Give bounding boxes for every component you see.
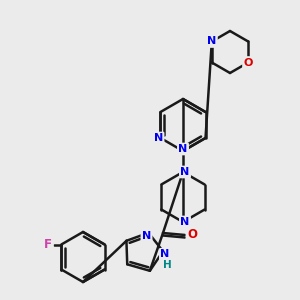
Text: N: N xyxy=(178,144,188,154)
Text: H: H xyxy=(163,260,171,270)
Text: F: F xyxy=(44,238,52,251)
Text: N: N xyxy=(180,217,190,227)
Text: N: N xyxy=(154,133,163,143)
Text: N: N xyxy=(160,249,169,259)
Text: N: N xyxy=(180,167,190,177)
Text: O: O xyxy=(187,229,197,242)
Text: O: O xyxy=(244,58,253,68)
Text: N: N xyxy=(142,231,151,241)
Text: N: N xyxy=(207,37,216,46)
